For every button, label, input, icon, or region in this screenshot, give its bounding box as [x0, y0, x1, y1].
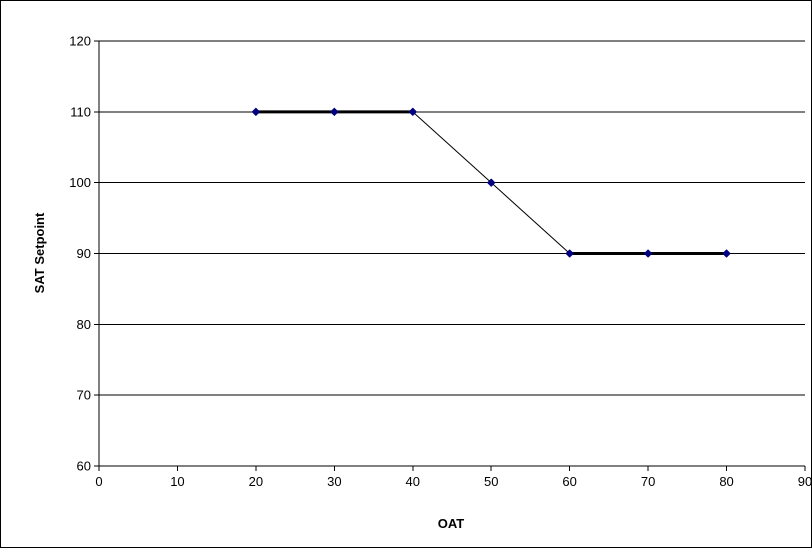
- data-point: [486, 178, 496, 188]
- data-point: [251, 107, 261, 117]
- data-point: [722, 249, 731, 258]
- gridlines: [99, 40, 805, 396]
- x-tick-label: 50: [484, 474, 498, 489]
- x-tick-label: 90: [798, 474, 812, 489]
- data-point: [565, 249, 575, 258]
- data-point: [408, 107, 418, 117]
- x-tick-label: 30: [327, 474, 341, 489]
- series-line-segment: [490, 182, 571, 254]
- y-tick-label: 100: [69, 175, 91, 190]
- x-tick-label: 70: [641, 474, 655, 489]
- data-point: [643, 249, 653, 258]
- y-tick-label: 60: [77, 459, 91, 474]
- data-point: [329, 107, 339, 117]
- y-tick-label: 110: [70, 104, 91, 119]
- x-tick-label: 60: [562, 474, 576, 489]
- y-tick-label: 80: [77, 317, 91, 332]
- y-tick-label: 70: [77, 388, 91, 403]
- series-lines: [255, 110, 727, 255]
- x-tick-label: 0: [95, 474, 102, 489]
- y-axis-title: SAT Setpoint: [32, 212, 47, 293]
- y-tick-labels: 60 70 80 90 100 110 120: [69, 34, 91, 474]
- x-tick-label: 10: [170, 474, 184, 489]
- y-tick-label: 120: [69, 34, 91, 49]
- x-axis-title: OAT: [438, 516, 465, 531]
- series-line-segment: [412, 111, 492, 184]
- x-tick-label: 80: [719, 474, 733, 489]
- y-tick-label: 90: [77, 246, 91, 261]
- axes: [94, 40, 806, 471]
- x-tick-labels: 0 10 20 30 40 50 60 70 80 90: [95, 474, 812, 489]
- series-points: [251, 107, 731, 258]
- x-tick-label: 40: [406, 474, 420, 489]
- x-tick-label: 20: [249, 474, 263, 489]
